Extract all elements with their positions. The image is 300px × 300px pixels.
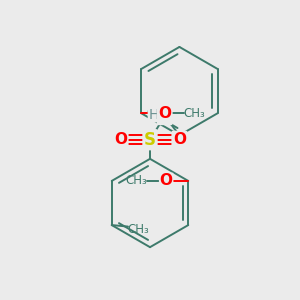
Text: H: H xyxy=(148,108,159,122)
Text: O: O xyxy=(158,106,171,121)
Text: CH₃: CH₃ xyxy=(183,107,205,120)
Text: O: O xyxy=(160,173,173,188)
Text: CH₃: CH₃ xyxy=(128,223,149,236)
Text: CH₃: CH₃ xyxy=(126,174,148,188)
Text: O: O xyxy=(173,132,186,147)
Text: S: S xyxy=(144,131,156,149)
Text: N: N xyxy=(158,109,171,124)
Text: O: O xyxy=(114,132,127,147)
